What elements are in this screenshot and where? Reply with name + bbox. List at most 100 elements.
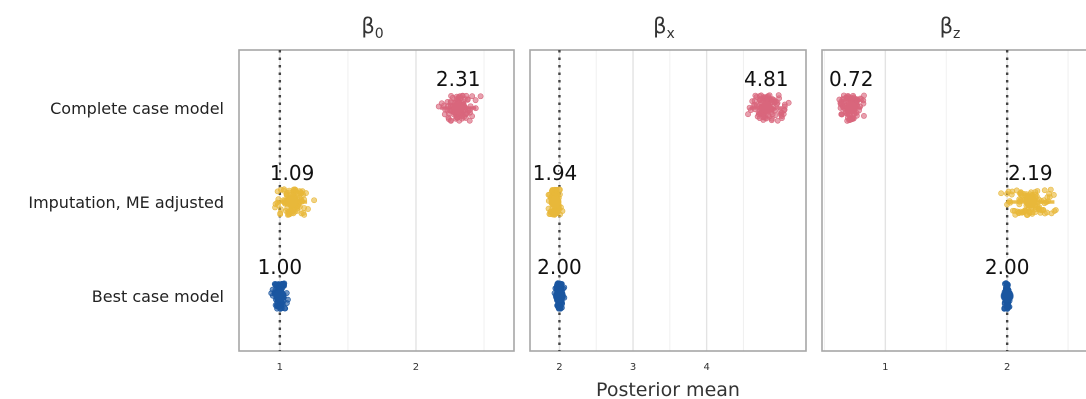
draw-point — [781, 101, 788, 108]
x-tick-label: 3 — [630, 362, 636, 373]
draw-point — [764, 94, 771, 101]
mean-point — [548, 195, 562, 209]
mean-value-label: 2.00 — [985, 255, 1030, 279]
draw-point — [273, 302, 280, 309]
draw-point — [745, 111, 751, 118]
facet-1: β0 1 2 2.31 1.09 1.00 — [238, 14, 515, 373]
draw-point — [547, 211, 554, 217]
mean-value-label: 2.00 — [537, 255, 582, 279]
draw-point — [438, 100, 445, 107]
facet-title-subscript: x — [667, 26, 675, 42]
draw-point — [1048, 210, 1055, 217]
draw-point — [1041, 187, 1048, 194]
series-best-case-model: 2.00 — [536, 254, 583, 312]
draw-point — [459, 115, 466, 122]
draw-point — [850, 94, 857, 101]
draw-point — [850, 115, 857, 122]
facet-title: βz — [940, 14, 961, 42]
panel-border — [529, 49, 807, 352]
draw-point — [294, 207, 301, 214]
draw-point — [778, 109, 785, 116]
draw-point — [293, 188, 300, 195]
mean-point — [844, 101, 858, 115]
x-tick-label: 1 — [882, 362, 888, 373]
panel-border — [238, 49, 515, 352]
mean-value-label: 0.72 — [829, 67, 874, 91]
draw-point — [556, 191, 563, 198]
draw-point — [558, 281, 565, 287]
draw-point — [477, 93, 484, 100]
draw-point — [283, 208, 289, 214]
mean-value-label: 1.00 — [258, 255, 303, 279]
row-label-best-case-model: Best case model — [92, 287, 224, 306]
mean-point — [273, 289, 287, 303]
mean-point — [759, 101, 773, 115]
draw-point — [441, 111, 448, 118]
x-tick-label: 2 — [413, 362, 419, 373]
series-imputation-me-adjusted: 1.09 — [268, 160, 318, 218]
draw-point — [463, 110, 469, 117]
draw-point — [844, 114, 851, 121]
facet-title: β0 — [361, 14, 383, 42]
draw-point — [275, 201, 281, 208]
draw-point — [466, 117, 473, 124]
draw-point — [756, 97, 763, 104]
mean-point — [1000, 289, 1014, 303]
facet-title-subscript: z — [953, 26, 960, 42]
draw-point — [300, 209, 307, 216]
mean-point — [285, 195, 299, 209]
mean-value-label: 1.94 — [533, 161, 578, 185]
facet-title-symbol: β — [940, 14, 953, 38]
draw-point — [838, 111, 845, 118]
draw-point — [768, 117, 775, 124]
draw-point — [755, 109, 762, 116]
mean-point — [552, 289, 566, 303]
facet-title-symbol: β — [653, 14, 666, 38]
x-tick-label: 2 — [556, 362, 562, 373]
draw-point — [1050, 192, 1057, 198]
draw-point — [748, 107, 754, 113]
draw-point — [1008, 191, 1015, 198]
draw-point — [774, 100, 781, 106]
draw-point — [277, 186, 284, 193]
series-best-case-model: 2.00 — [983, 254, 1031, 312]
draw-point — [1038, 207, 1045, 214]
row-labels: Complete case model Imputation, ME adjust… — [28, 99, 224, 306]
draw-point — [272, 281, 279, 287]
x-tick-label: 4 — [703, 362, 709, 373]
draw-point — [472, 105, 479, 112]
draw-point — [448, 93, 454, 99]
facet-2: βx 2 3 4 4.81 1.94 2.00 — [529, 14, 807, 373]
series-imputation-me-adjusted: 1.94 — [531, 160, 579, 218]
draw-point — [303, 190, 309, 196]
panel-border — [821, 49, 1086, 352]
draw-point — [1032, 189, 1039, 195]
draw-point — [281, 305, 288, 312]
draw-point — [1013, 187, 1020, 194]
row-label-imputation-me-adjusted: Imputation, ME adjusted — [28, 193, 224, 212]
mean-value-label: 1.09 — [270, 161, 315, 185]
series-best-case-model: 1.00 — [256, 254, 304, 312]
series-complete-case-model: 4.81 — [742, 66, 792, 124]
draw-point — [1017, 208, 1024, 215]
series-imputation-me-adjusted: 2.19 — [998, 160, 1059, 218]
mean-point — [451, 101, 465, 115]
draw-point — [311, 197, 318, 204]
draw-point — [277, 211, 284, 218]
x-tick-label: 2 — [1004, 362, 1010, 373]
draw-point — [469, 113, 476, 120]
draw-point — [285, 296, 291, 303]
mean-value-label: 2.19 — [1008, 161, 1053, 185]
draw-point — [454, 114, 461, 121]
draw-point — [775, 92, 782, 99]
mean-value-label: 2.31 — [436, 67, 481, 91]
draw-point — [760, 114, 766, 121]
draw-point — [469, 93, 476, 100]
draw-point — [1052, 207, 1059, 213]
draw-point — [305, 206, 311, 212]
draw-point — [861, 113, 867, 119]
facet-title-subscript: 0 — [375, 26, 384, 42]
draw-point — [1032, 209, 1039, 215]
